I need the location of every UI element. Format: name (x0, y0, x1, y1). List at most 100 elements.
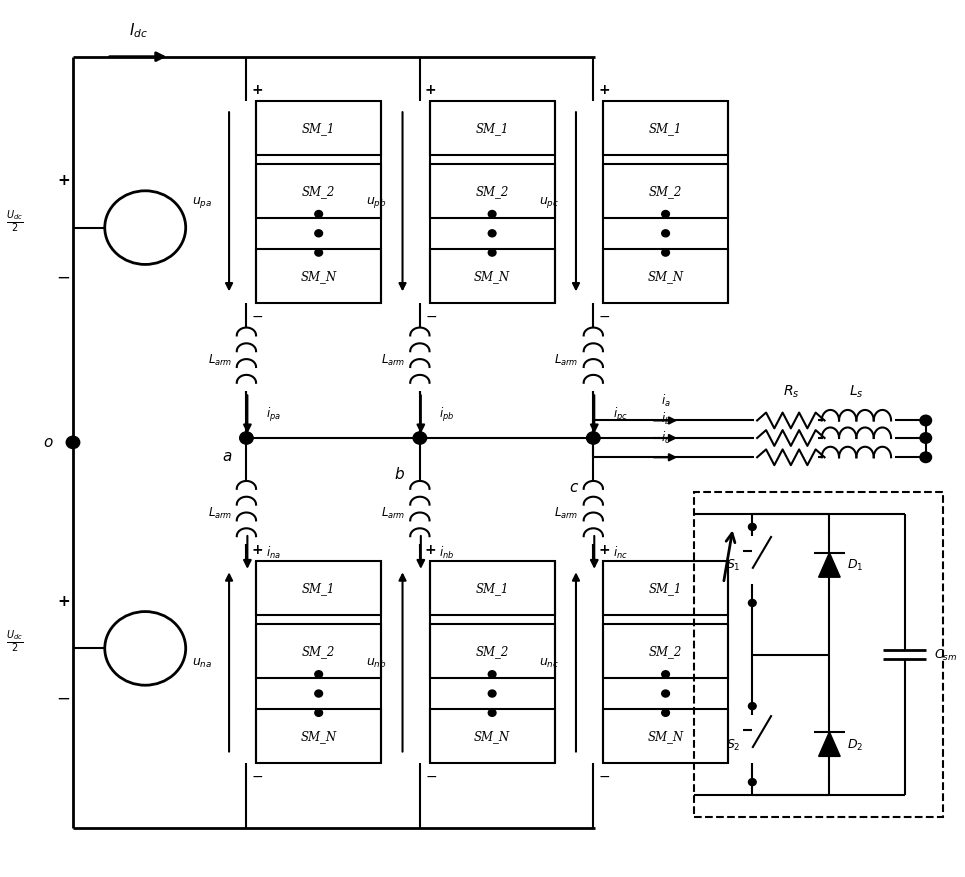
Text: $i_a$: $i_a$ (661, 393, 671, 409)
Text: $-$: $-$ (425, 308, 437, 322)
Text: $u_{na}$: $u_{na}$ (192, 656, 212, 669)
Text: $L_{arm}$: $L_{arm}$ (207, 505, 232, 520)
Text: $\frac{U_{dc}}{2}$: $\frac{U_{dc}}{2}$ (7, 209, 24, 234)
Text: $i_{na}$: $i_{na}$ (265, 545, 281, 560)
FancyBboxPatch shape (256, 561, 381, 616)
Circle shape (662, 709, 670, 717)
Text: $i_{nb}$: $i_{nb}$ (439, 545, 455, 560)
Text: SM_1: SM_1 (302, 581, 336, 595)
Text: $-$: $-$ (251, 767, 263, 781)
FancyBboxPatch shape (429, 102, 555, 156)
FancyBboxPatch shape (256, 164, 381, 218)
Circle shape (662, 250, 670, 257)
Text: $a$: $a$ (222, 450, 232, 464)
FancyBboxPatch shape (603, 561, 729, 616)
FancyBboxPatch shape (256, 249, 381, 303)
Circle shape (488, 709, 496, 717)
Circle shape (315, 211, 322, 218)
FancyBboxPatch shape (429, 164, 555, 218)
Circle shape (67, 437, 80, 449)
FancyBboxPatch shape (603, 164, 729, 218)
Text: $L_{arm}$: $L_{arm}$ (555, 505, 579, 520)
Text: $-$: $-$ (598, 767, 610, 781)
FancyBboxPatch shape (603, 624, 729, 679)
Text: $c$: $c$ (568, 481, 579, 495)
Text: SM_2: SM_2 (476, 185, 509, 198)
Circle shape (920, 453, 931, 463)
Text: $S_2$: $S_2$ (727, 737, 741, 752)
FancyBboxPatch shape (256, 624, 381, 679)
Text: SM_1: SM_1 (648, 122, 682, 135)
Text: $i_b$: $i_b$ (660, 410, 671, 426)
Text: SM_2: SM_2 (302, 185, 336, 198)
Text: +: + (425, 83, 436, 97)
Text: SM_2: SM_2 (648, 645, 682, 658)
Text: SM_N: SM_N (648, 270, 683, 283)
Text: $L_{arm}$: $L_{arm}$ (555, 353, 579, 367)
Circle shape (488, 671, 496, 678)
FancyBboxPatch shape (429, 561, 555, 616)
Text: SM_N: SM_N (648, 730, 683, 743)
Circle shape (315, 709, 322, 717)
Text: $L_{arm}$: $L_{arm}$ (207, 353, 232, 367)
Circle shape (662, 211, 670, 218)
Text: SM_2: SM_2 (302, 645, 336, 658)
Text: +: + (598, 543, 610, 557)
Text: $i_{pa}$: $i_{pa}$ (265, 406, 281, 424)
Text: $u_{nb}$: $u_{nb}$ (366, 656, 386, 669)
Circle shape (239, 432, 253, 445)
Text: SM_1: SM_1 (476, 581, 509, 595)
Text: $u_{nc}$: $u_{nc}$ (539, 656, 560, 669)
Text: $-$: $-$ (56, 688, 70, 706)
Text: $L_s$: $L_s$ (849, 382, 864, 399)
Text: $D_2$: $D_2$ (846, 737, 863, 752)
Text: $i_{pc}$: $i_{pc}$ (613, 406, 627, 424)
Polygon shape (818, 732, 841, 757)
Text: SM_1: SM_1 (648, 581, 682, 595)
FancyBboxPatch shape (603, 102, 729, 156)
Text: SM_N: SM_N (301, 730, 337, 743)
FancyBboxPatch shape (429, 249, 555, 303)
Circle shape (920, 416, 931, 426)
Text: $i_c$: $i_c$ (661, 430, 671, 446)
Circle shape (662, 231, 670, 238)
Text: SM_2: SM_2 (648, 185, 682, 198)
Text: $S_1$: $S_1$ (726, 558, 741, 573)
Text: $u_{pa}$: $u_{pa}$ (192, 195, 212, 210)
Circle shape (749, 779, 757, 786)
Circle shape (413, 432, 427, 445)
FancyBboxPatch shape (603, 709, 729, 763)
Circle shape (749, 600, 757, 607)
Circle shape (315, 231, 322, 238)
Circle shape (749, 524, 757, 531)
Circle shape (920, 433, 931, 444)
Circle shape (315, 690, 322, 697)
FancyBboxPatch shape (256, 102, 381, 156)
Text: SM_N: SM_N (301, 270, 337, 283)
Text: $\frac{U_{dc}}{2}$: $\frac{U_{dc}}{2}$ (7, 629, 24, 654)
Circle shape (315, 671, 322, 678)
Text: $-$: $-$ (251, 308, 263, 322)
Circle shape (488, 690, 496, 697)
Text: $C_{sm}$: $C_{sm}$ (934, 647, 957, 662)
Polygon shape (818, 553, 841, 578)
Text: $u_{pb}$: $u_{pb}$ (366, 195, 386, 210)
Text: $-$: $-$ (56, 267, 70, 286)
Circle shape (488, 231, 496, 238)
FancyBboxPatch shape (603, 249, 729, 303)
Circle shape (662, 690, 670, 697)
Text: SM_2: SM_2 (476, 645, 509, 658)
Text: $D_1$: $D_1$ (846, 558, 863, 573)
Circle shape (488, 250, 496, 257)
Circle shape (488, 211, 496, 218)
Text: +: + (425, 543, 436, 557)
Text: SM_N: SM_N (474, 270, 510, 283)
Text: $-$: $-$ (598, 308, 610, 322)
Text: $i_{nc}$: $i_{nc}$ (613, 545, 627, 560)
Text: SM_1: SM_1 (302, 122, 336, 135)
FancyBboxPatch shape (429, 709, 555, 763)
Text: $u_{pc}$: $u_{pc}$ (539, 195, 560, 210)
Circle shape (662, 671, 670, 678)
Text: $R_s$: $R_s$ (783, 382, 799, 399)
Text: SM_1: SM_1 (476, 122, 509, 135)
